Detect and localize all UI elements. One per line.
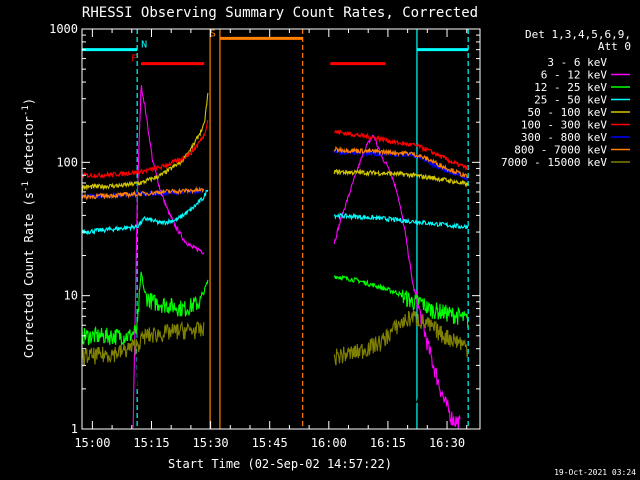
series-7-segment-0	[81, 186, 205, 201]
series-3-segment-0	[81, 189, 209, 236]
series-1-segment-0	[132, 85, 205, 428]
annotation-label-F: F	[131, 54, 137, 65]
x-tick-label: 15:15	[133, 436, 169, 450]
x-tick-label: 16:30	[429, 436, 465, 450]
chart-title: RHESSI Observing Summary Count Rates, Co…	[82, 5, 478, 21]
x-tick-label: 15:45	[252, 436, 288, 450]
series-5-segment-0	[81, 119, 209, 180]
x-tick-label: 15:30	[193, 436, 229, 450]
series-7-segment-1	[333, 145, 469, 179]
axes-frame	[81, 28, 481, 430]
y-tick-label: 10	[64, 289, 78, 303]
plot-area: NF S	[81, 28, 469, 430]
x-tick-label: 15:00	[74, 436, 110, 450]
series-3-segment-1	[333, 212, 469, 230]
annotation-label-N: N	[141, 40, 147, 51]
y-tick-label: 1	[71, 422, 78, 436]
x-tick-label: 16:00	[311, 436, 347, 450]
annotation-label-S: S	[210, 28, 216, 39]
y-axis-label: Corrected Count Rate (s-1 detector-1)	[21, 98, 36, 358]
series-4-segment-1	[333, 168, 469, 188]
x-axis-label: Start Time (02-Sep-02 14:57:22)	[168, 457, 392, 471]
legend-label-8: 7000 - 15000 keV	[501, 156, 607, 169]
legend-label-1: 6 - 12 keV	[541, 69, 608, 82]
legend-label-0: 3 - 6 keV	[547, 56, 607, 69]
legend-label-3: 25 - 50 keV	[534, 94, 607, 107]
series-2-segment-1	[333, 274, 469, 328]
series-2-segment-0	[81, 271, 209, 346]
footer-timestamp: 19-Oct-2021 03:24	[554, 468, 636, 477]
y-tick-label: 1000	[49, 22, 78, 36]
series-0-segment-1	[333, 138, 438, 411]
legend-header-line1: Det 1,3,4,5,6,9,	[525, 28, 631, 41]
legend-label-4: 50 - 100 keV	[528, 106, 608, 119]
series-5-segment-1	[334, 129, 469, 170]
legend-label-7: 800 - 7000 keV	[514, 144, 607, 157]
x-tick-label: 16:15	[370, 436, 406, 450]
legend-label-5: 100 - 300 keV	[521, 119, 607, 132]
series-8-segment-0	[81, 320, 205, 368]
series-1-segment-1	[333, 134, 461, 430]
legend-label-6: 300 - 800 keV	[521, 131, 607, 144]
legend-header-line2: Att 0	[598, 40, 631, 53]
series-8-segment-1	[333, 310, 469, 366]
legend-label-2: 12 - 25 keV	[534, 81, 607, 94]
axes: 1 10 100 1000 15:00 15:15 15:30 15:45 16:00 16:15…	[49, 22, 481, 450]
y-tick-label: 100	[56, 155, 78, 169]
